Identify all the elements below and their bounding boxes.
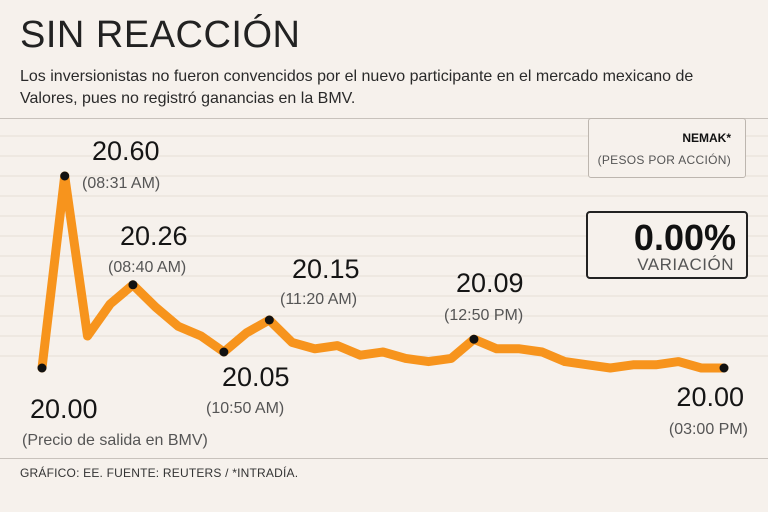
data-label-value: 20.09 (456, 268, 524, 298)
variation-value: 0.00% (633, 217, 736, 258)
series-line-nemak (37, 171, 729, 373)
variation-box: 0.00% VARIACIÓN (586, 211, 748, 279)
top-divider (0, 118, 768, 119)
data-point-marker (37, 363, 47, 373)
data-label-time: (11:20 AM) (280, 291, 357, 308)
data-label-time: (08:40 AM) (108, 259, 186, 276)
data-point-marker (128, 280, 138, 290)
data-label-time: (12:50 PM) (444, 307, 523, 324)
data-label-value: 20.00 (30, 394, 98, 424)
legend-unit: (PESOS POR ACCIÓN) (597, 153, 731, 167)
data-label-value: 20.00 (676, 382, 744, 412)
bottom-divider (0, 458, 768, 459)
data-point-marker (219, 347, 229, 357)
legend-ticker: NEMAK* (682, 131, 731, 145)
data-label-value: 20.05 (222, 362, 290, 392)
data-label-time: (08:31 AM) (82, 175, 160, 192)
data-label-time: (03:00 PM) (669, 421, 748, 438)
data-label-time: (Precio de salida en BMV) (22, 432, 208, 449)
legend-box: NEMAK* (PESOS POR ACCIÓN) (588, 118, 746, 178)
data-label-value: 20.15 (292, 254, 360, 284)
chart-title: SIN REACCIÓN (20, 14, 301, 56)
source-note: GRÁFICO: EE. FUENTE: REUTERS / *INTRADÍA… (20, 466, 299, 480)
data-point-marker (60, 171, 70, 181)
data-label-time: (10:50 AM) (206, 400, 284, 417)
chart-subtitle: Los inversionistas no fueron convencidos… (20, 68, 694, 107)
data-label-value: 20.26 (120, 221, 188, 251)
variation-label: VARIACIÓN (637, 255, 734, 274)
data-point-marker (469, 334, 479, 344)
data-point-marker (719, 363, 729, 373)
data-point-marker (264, 315, 274, 325)
data-label-value: 20.60 (92, 136, 160, 166)
